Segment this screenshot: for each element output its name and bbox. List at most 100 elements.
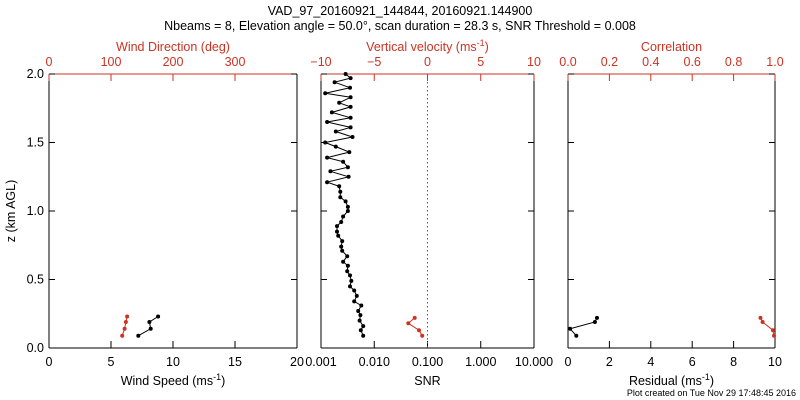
- wind-speed-point: [147, 320, 152, 324]
- panel0-x-tick-label: 20: [290, 355, 304, 369]
- wind-speed-point: [156, 314, 161, 319]
- snr-point: [348, 125, 353, 130]
- panel0-top-tick-label: 0: [46, 55, 53, 69]
- panel2-x-tick-label: 6: [689, 355, 696, 369]
- snr-point: [346, 174, 351, 179]
- panel2-top-axis-label: Correlation: [641, 40, 702, 54]
- panel0-x-axis-label: Wind Speed (ms-1): [121, 372, 226, 388]
- wind-direction-point: [125, 314, 130, 319]
- snr-point: [341, 159, 346, 164]
- snr-point: [350, 135, 355, 139]
- snr-point: [345, 263, 350, 268]
- wind-speed-point: [136, 333, 141, 338]
- panel0-top-tick-label: 100: [101, 55, 122, 69]
- snr-point: [348, 273, 352, 278]
- vertical-velocity-point: [417, 328, 421, 333]
- snr-point: [352, 288, 357, 293]
- correlation-point: [758, 315, 763, 320]
- snr-point: [336, 233, 341, 238]
- panel2-top-tick-label: 1.0: [766, 55, 783, 69]
- snr-point: [361, 333, 366, 338]
- wind-speed-point: [148, 326, 153, 331]
- footer-plot-created: Plot created on Tue Nov 29 17:48:45 2016: [627, 388, 796, 398]
- panel1-x-axis-label: SNR: [414, 374, 440, 388]
- y-tick-label: 0.5: [27, 273, 44, 287]
- snr-point: [323, 91, 328, 96]
- snr-point: [345, 204, 350, 209]
- wind-direction-point: [123, 320, 128, 324]
- wind-direction-point: [120, 333, 125, 338]
- vertical-velocity-point: [406, 321, 411, 326]
- panel2-x-tick-label: 2: [606, 355, 613, 369]
- snr-point: [345, 209, 350, 213]
- panel0-x-tick-label: 0: [46, 355, 53, 369]
- snr-point: [356, 309, 361, 313]
- snr-point: [358, 313, 363, 318]
- snr-point: [357, 318, 362, 323]
- panel1-top-tick-label: 10: [527, 55, 541, 69]
- figure-title-line1: VAD_97_20160921_144844, 20160921.144900: [268, 4, 533, 18]
- snr-point: [345, 269, 350, 274]
- snr-point: [333, 129, 338, 134]
- panel1-x-tick-label: 1.000: [465, 355, 496, 369]
- panel0-x-tick-label: 15: [228, 355, 242, 369]
- panel2-top-tick-label: 0.0: [559, 55, 576, 69]
- snr-point: [335, 229, 339, 234]
- snr-point: [328, 169, 333, 174]
- y-tick-label: 1.0: [27, 204, 44, 218]
- panel2-x-tick-label: 4: [647, 355, 654, 369]
- snr-point: [339, 220, 344, 224]
- correlation-point: [770, 328, 775, 333]
- snr-point: [341, 259, 346, 264]
- snr-point: [325, 155, 330, 160]
- snr-point: [338, 195, 343, 200]
- snr-point: [339, 244, 344, 249]
- panel1-top-tick-label: 5: [477, 55, 484, 69]
- wind-direction-point: [122, 326, 127, 331]
- panel1-top-tick-label: −10: [310, 55, 331, 69]
- snr-point: [343, 72, 348, 76]
- panel1-x-tick-label: 0.100: [412, 355, 443, 369]
- vertical-velocity-line: [407, 317, 423, 336]
- snr-point: [337, 184, 342, 189]
- panel2-x-tick-label: 10: [768, 355, 782, 369]
- residual-line: [569, 317, 598, 337]
- snr-point: [337, 100, 342, 105]
- snr-point: [329, 110, 334, 115]
- panel2-x-tick-label: 0: [565, 355, 572, 369]
- panel0-top-tick-label: 300: [225, 55, 246, 69]
- y-tick-label: 1.5: [27, 136, 44, 150]
- vertical-velocity-point: [420, 333, 425, 338]
- snr-point: [358, 328, 363, 333]
- panel2-top-tick-label: 0.6: [684, 55, 701, 69]
- snr-point: [323, 140, 328, 145]
- residual-point: [592, 320, 597, 324]
- snr-point: [348, 284, 352, 289]
- residual-point: [574, 333, 579, 338]
- panel1-top-tick-label: 0: [424, 55, 431, 69]
- y-tick-label: 0.0: [27, 341, 44, 355]
- panel2-x-tick-label: 8: [730, 355, 737, 369]
- panel2-top-tick-label: 0.4: [642, 55, 659, 69]
- snr-point: [349, 278, 354, 283]
- panel1-top-axis-label: Vertical velocity (ms-1): [366, 38, 489, 54]
- wind-speed-line: [138, 316, 159, 337]
- snr-point: [338, 189, 343, 194]
- snr-point: [348, 104, 353, 109]
- snr-point: [354, 293, 359, 298]
- snr-point: [348, 85, 352, 90]
- snr-point: [352, 299, 357, 304]
- panel0-top-axis-label: Wind Direction (deg): [116, 40, 230, 54]
- panel2-x-axis-label: Residual (ms-1): [629, 372, 714, 388]
- snr-point: [347, 150, 352, 155]
- panel1-x-tick-label: 10.000: [515, 355, 553, 369]
- snr-point: [340, 239, 345, 244]
- snr-point: [345, 165, 350, 170]
- snr-point: [359, 303, 364, 308]
- y-tick-label: 2.0: [27, 67, 44, 81]
- snr-point: [348, 76, 353, 81]
- snr-point: [341, 214, 346, 219]
- wind-direction-line: [121, 316, 128, 336]
